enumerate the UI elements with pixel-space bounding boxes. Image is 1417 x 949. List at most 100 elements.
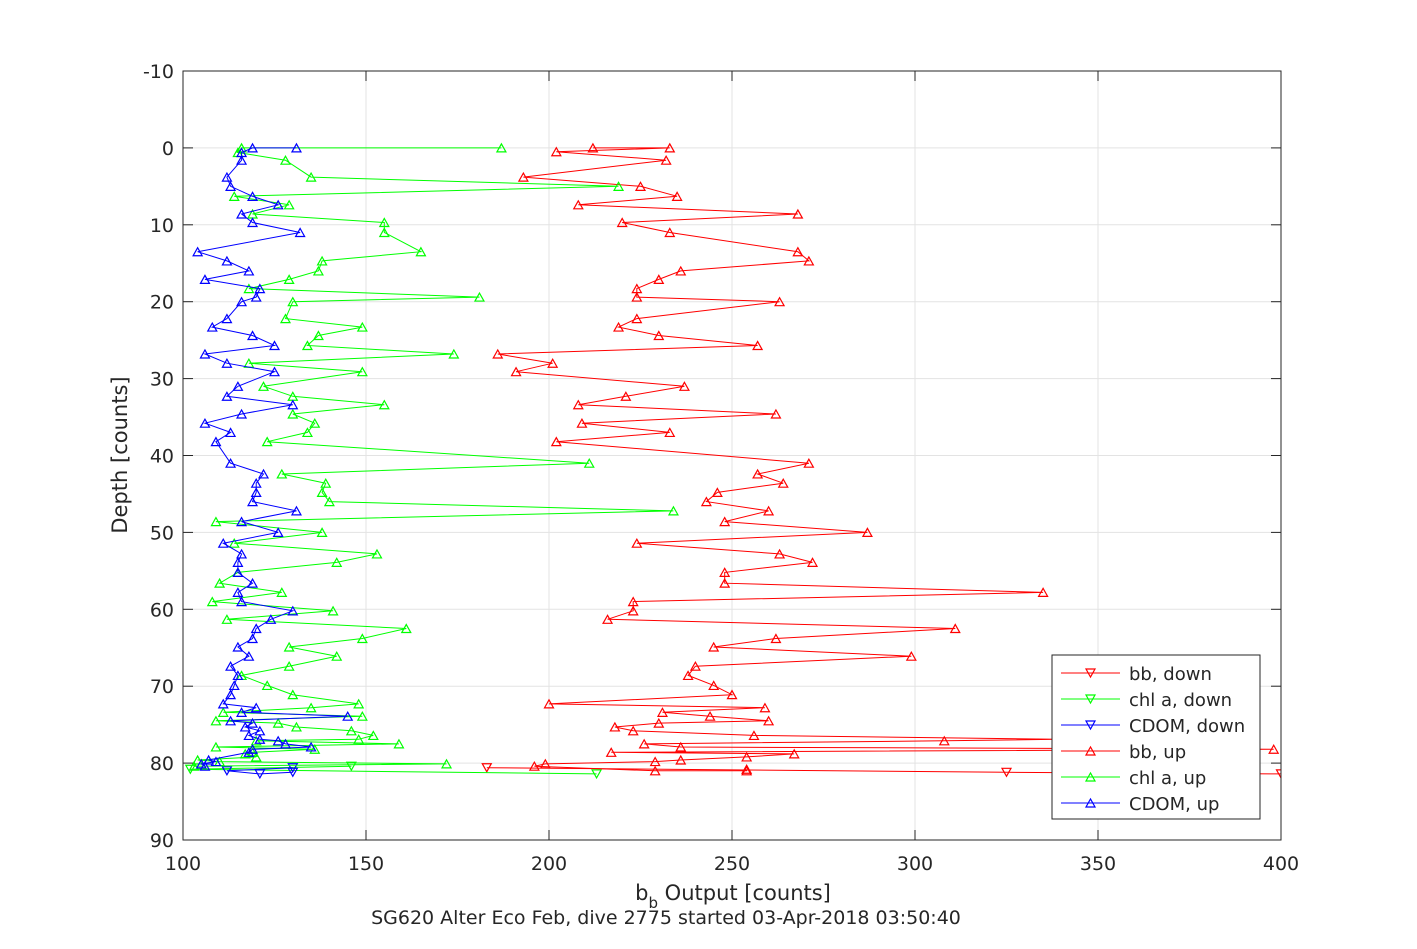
data-point [221,357,233,368]
data-point [250,291,262,302]
data-point [272,735,284,746]
data-point [221,255,233,266]
data-point [550,146,562,157]
data-point [320,477,332,488]
y-tick-label: 50 [150,522,174,544]
legend-swatch-marker [1084,771,1097,782]
data-point [547,357,559,368]
data-point [763,715,775,726]
data-point [243,265,255,276]
data-point [631,537,643,548]
data-point [290,142,302,153]
data-point [627,596,639,607]
legend-label: CDOM, down [1129,716,1245,737]
legend-swatch-marker [1084,797,1097,808]
data-point [247,577,259,588]
data-point [228,191,240,201]
legend-swatch-marker [1084,694,1097,705]
x-tick-label: 300 [897,853,933,875]
data-point [279,313,292,324]
data-point [602,614,614,624]
data-point [539,758,551,769]
data-point [247,633,259,644]
data-point [199,760,211,771]
data-point [210,436,222,447]
data-point [719,567,731,577]
y-tick-label: 30 [150,369,174,391]
legend-item-cdom-up: CDOM, up [1061,794,1219,815]
y-tick-label: 80 [150,753,174,775]
data-point [279,154,292,165]
data-point [312,330,324,341]
data-point [671,191,683,201]
data-point [591,769,603,780]
data-point [247,330,259,341]
data-point [309,417,321,428]
data-point [247,142,259,153]
data-point [353,734,365,744]
data-point [250,702,262,713]
y-tick-label: 10 [150,215,174,237]
data-point [609,721,621,732]
data-point [861,527,873,538]
series-bb-up [492,142,1280,776]
data-point [206,321,218,332]
data-point [770,408,782,419]
axis-ticks: 100 150 200 250 300 350 400 -10 0 10 20 30 40 50 60 70 8… [143,61,1299,875]
data-point [199,274,211,284]
y-axis-label: Depth [counts] [108,376,132,533]
data-point [305,171,317,182]
data-point [247,744,259,754]
data-point [287,399,299,410]
data-point [199,417,211,428]
data-point [236,516,248,527]
data-point [774,296,786,307]
data-point [572,199,584,210]
series-chl-a-up [188,142,679,771]
data-point [759,702,771,713]
data-point [210,756,222,767]
data-point [752,340,764,351]
data-point [543,698,555,709]
data-point [221,313,233,324]
data-point [239,721,251,732]
data-point [232,381,244,391]
data-point [700,496,712,507]
data-point [653,330,665,341]
data-point [741,765,753,776]
data-point [210,715,222,726]
data-point [250,477,262,488]
legend-item-bb-down: bb, down [1061,664,1212,685]
data-point [268,340,281,351]
data-point [726,689,738,700]
data-point [400,623,412,634]
data-point [708,641,720,652]
data-point [261,680,273,691]
data-point [254,734,266,744]
data-point [290,721,302,732]
data-point [283,660,295,671]
series-line-bb-up [497,147,1274,772]
data-point [649,765,661,776]
data-point [774,548,786,559]
data-point [741,751,753,762]
legend-label: CDOM, up [1129,794,1219,815]
data-point [192,246,204,257]
data-point [711,487,723,498]
data-point [634,181,647,191]
data-point [678,381,690,391]
data-point [356,633,368,644]
data-point [301,340,313,351]
legend-label: bb, up [1129,742,1186,763]
data-point [653,274,665,284]
data-point [225,689,237,700]
data-point [210,741,222,752]
data-point [236,707,248,717]
data-point [371,548,383,559]
legend: bb, down chl a, down CDOM, down bb, up chl a… [1051,654,1261,820]
data-point [345,761,357,772]
data-point [627,725,639,736]
data-point [232,670,244,681]
data-point [250,487,262,498]
data-point [748,730,760,741]
